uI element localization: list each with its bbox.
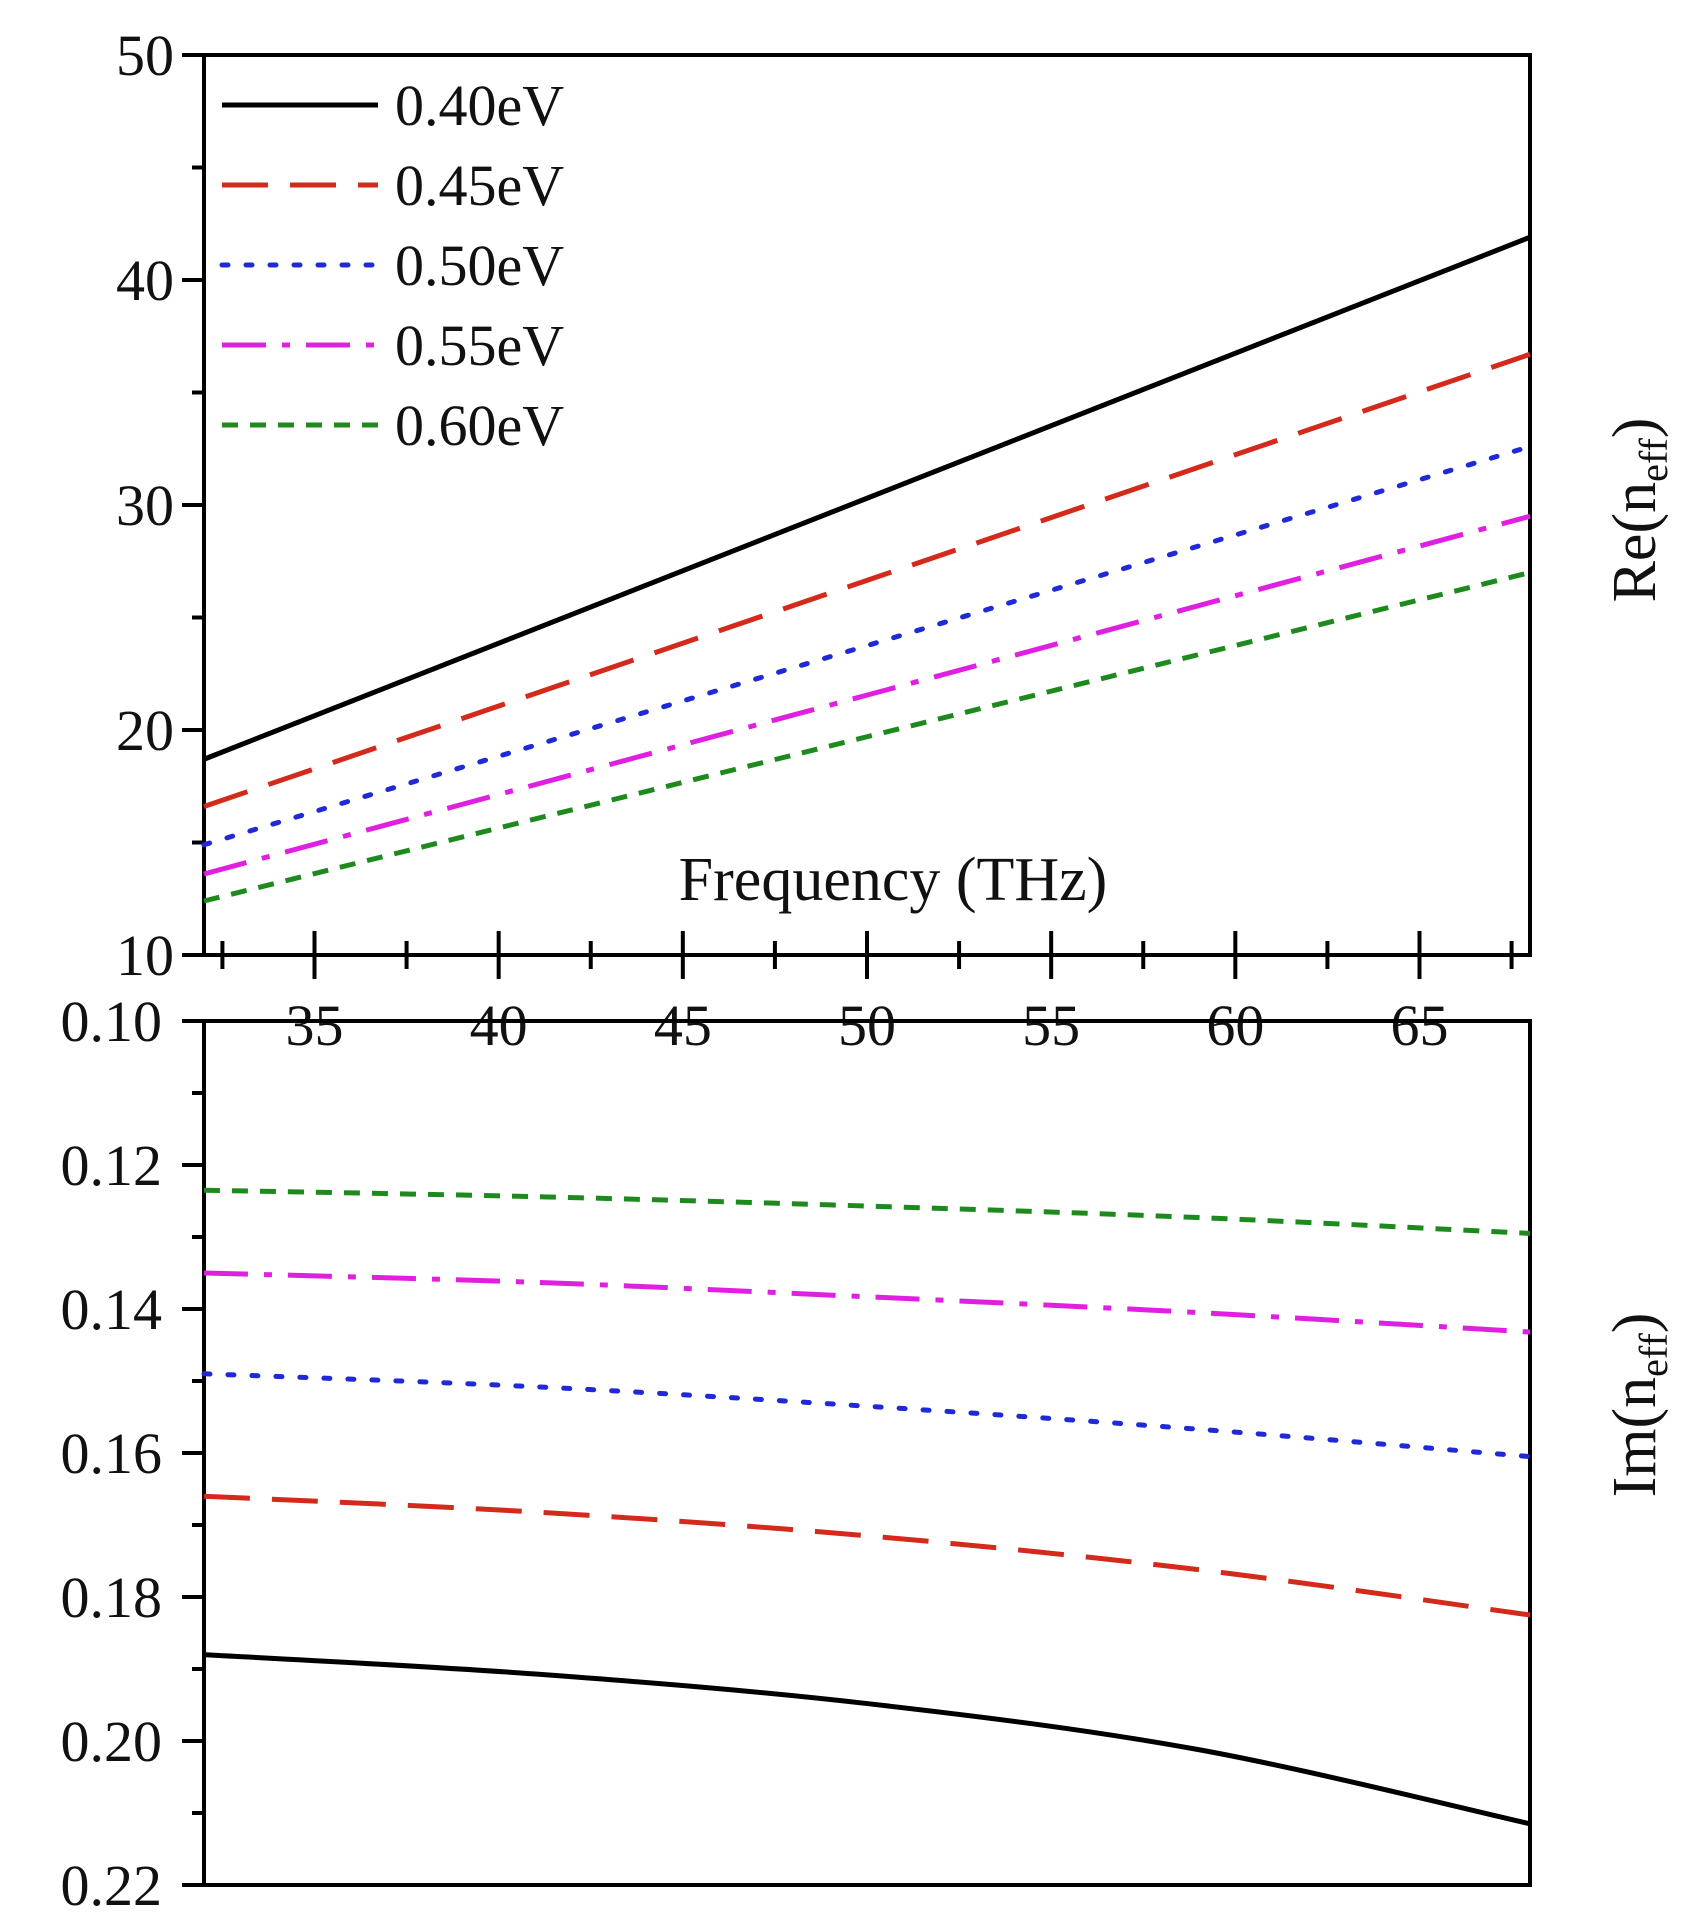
legend-label-0-40ev: 0.40eV [395,73,564,138]
re-neff-line-0-55ev [203,513,1531,877]
im-neff-line-0-40ev [203,1652,1531,1827]
re-neff-series [201,234,1533,904]
re-neff-y-tick-label: 20 [116,698,174,763]
re-neff-ylabel-sub: eff [1631,438,1676,482]
im-neff-y-tick-label: 0.16 [61,1421,163,1486]
re-neff-y-axis-title: Re(neff) [1601,418,1676,603]
re-neff-y-tick-label: 40 [116,248,174,313]
im-neff-plot-frame [202,1019,1532,1887]
frequency-x-tick-label: 55 [1022,993,1080,1058]
im-neff-y-tick-label: 0.14 [61,1277,163,1342]
re-neff-y-ticks: 10 20 30 40 50 [116,23,204,988]
im-neff-y-tick-label: 0.12 [61,1133,163,1198]
re-neff-y-tick-label: 10 [116,923,174,988]
im-neff-y-tick-label: 0.10 [61,989,163,1054]
im-neff-line-0-55ev [203,1270,1531,1335]
frequency-x-tick-label: 60 [1206,993,1264,1058]
legend: 0.40eV 0.45eV 0.50eV 0.55eV 0.60eV [219,73,564,458]
legend-label-0-60ev: 0.60eV [395,393,564,458]
legend-label-0-45ev: 0.45eV [395,153,564,218]
im-neff-y-axis-title: Im(neff) [1601,1313,1676,1498]
legend-label-0-55ev: 0.55eV [395,313,564,378]
im-neff-line-0-50ev [201,1371,1533,1460]
re-neff-line-0-60ev [203,570,1531,904]
im-neff-line-0-45ev [203,1493,1531,1618]
re-neff-ylabel-main: Re(n [1601,482,1669,603]
frequency-x-tick-label: 50 [838,993,896,1058]
im-neff-panel: 0.10 0.12 0.14 0.16 0.18 0.20 0.22 Im(neff) [61,989,1677,1917]
im-neff-ylabel-close: ) [1601,1313,1669,1334]
frequency-x-tick-label: 35 [286,993,344,1058]
legend-label-0-50ev: 0.50eV [395,233,564,298]
re-neff-line-0-45ev [203,351,1531,809]
im-neff-y-tick-label: 0.22 [61,1853,163,1917]
frequency-x-tick-label: 65 [1391,993,1449,1058]
re-neff-line-0-40ev [203,234,1531,762]
im-neff-y-tick-label: 0.20 [61,1709,163,1774]
re-neff-ylabel-close: ) [1601,418,1669,439]
re-neff-y-tick-label: 50 [116,23,174,88]
frequency-x-ticks: 35 40 45 50 55 60 65 [220,931,1514,1058]
re-neff-line-0-50ev [201,444,1533,848]
im-neff-y-ticks: 0.10 0.12 0.14 0.16 0.18 0.20 0.22 [61,989,204,1917]
x-axis-title: Frequency (THz) [679,846,1108,914]
im-neff-series [201,1187,1533,1827]
frequency-x-tick-label: 45 [654,993,712,1058]
im-neff-ylabel-main: Im(n [1601,1377,1669,1498]
frequency-x-tick-label: 40 [470,993,528,1058]
re-neff-y-tick-label: 30 [116,473,174,538]
im-neff-line-0-60ev [203,1187,1531,1236]
im-neff-y-tick-label: 0.18 [61,1565,163,1630]
im-neff-ylabel-sub: eff [1631,1333,1676,1377]
